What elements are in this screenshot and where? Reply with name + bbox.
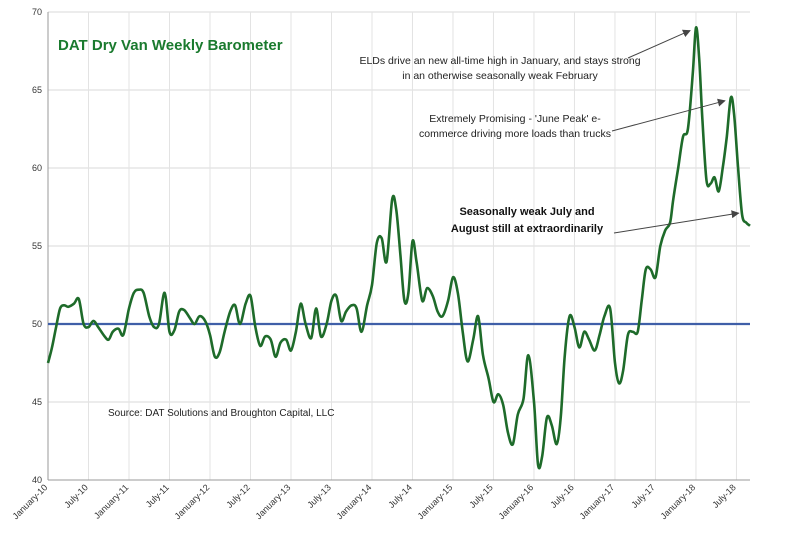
annotation-text-2: commerce driving more loads than trucks <box>419 128 611 140</box>
y-tick-label: 55 <box>32 241 42 251</box>
y-tick-label: 60 <box>32 163 42 173</box>
series-line <box>46 26 751 470</box>
annotation-arrow-3 <box>613 210 740 234</box>
annotation-text-3: Seasonally weak July and <box>459 206 594 218</box>
annotation-text-1: in an otherwise seasonally weak February <box>402 70 598 82</box>
chart-title: DAT Dry Van Weekly Barometer <box>58 37 283 54</box>
y-axis-ticks: 40 45 50 55 60 65 70 <box>32 7 42 485</box>
annotation-text-2: Extremely Promising - 'June Peak' e- <box>429 113 601 125</box>
y-tick-label: 40 <box>32 475 42 485</box>
annotation-text-1: ELDs drive an new all-time high in Janua… <box>359 55 640 67</box>
annotations: ELDs drive an new all-time high in Janua… <box>359 29 740 235</box>
y-tick-label: 50 <box>32 319 42 329</box>
y-tick-label: 65 <box>32 85 42 95</box>
y-tick-label: 70 <box>32 7 42 17</box>
annotation-arrow-2 <box>611 98 726 132</box>
source-note: Source: DAT Solutions and Broughton Capi… <box>108 408 334 419</box>
grid <box>47 11 750 481</box>
y-tick-label: 45 <box>32 397 42 407</box>
annotation-arrow-1 <box>627 29 691 59</box>
annotation-text-3: August still at extraordinarily <box>451 223 604 235</box>
